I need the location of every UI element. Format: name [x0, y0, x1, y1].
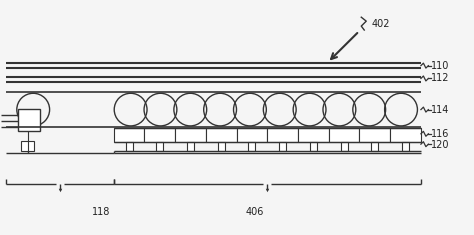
Text: 118: 118	[91, 207, 110, 217]
Bar	[145, 128, 175, 142]
Text: 120: 120	[431, 140, 449, 150]
Bar	[371, 142, 378, 151]
Bar	[18, 109, 40, 131]
Bar	[298, 128, 329, 142]
Bar	[329, 128, 359, 142]
Text: 402: 402	[371, 19, 390, 29]
Bar	[156, 142, 163, 151]
Text: 114: 114	[431, 105, 449, 115]
Bar	[126, 142, 133, 151]
Bar	[279, 142, 286, 151]
Bar	[341, 142, 347, 151]
Bar	[310, 142, 317, 151]
Bar	[187, 142, 194, 151]
Text: 406: 406	[246, 207, 264, 217]
Bar	[175, 128, 206, 142]
Bar	[206, 128, 237, 142]
Bar	[21, 141, 34, 151]
Bar	[248, 142, 255, 151]
Bar	[267, 128, 298, 142]
Text: 112: 112	[431, 74, 449, 83]
Text: 110: 110	[431, 61, 449, 71]
Bar	[114, 128, 145, 142]
Bar	[237, 128, 267, 142]
Bar	[390, 128, 421, 142]
Text: 116: 116	[431, 129, 449, 139]
Bar	[402, 142, 409, 151]
Bar	[359, 128, 390, 142]
Bar	[218, 142, 225, 151]
